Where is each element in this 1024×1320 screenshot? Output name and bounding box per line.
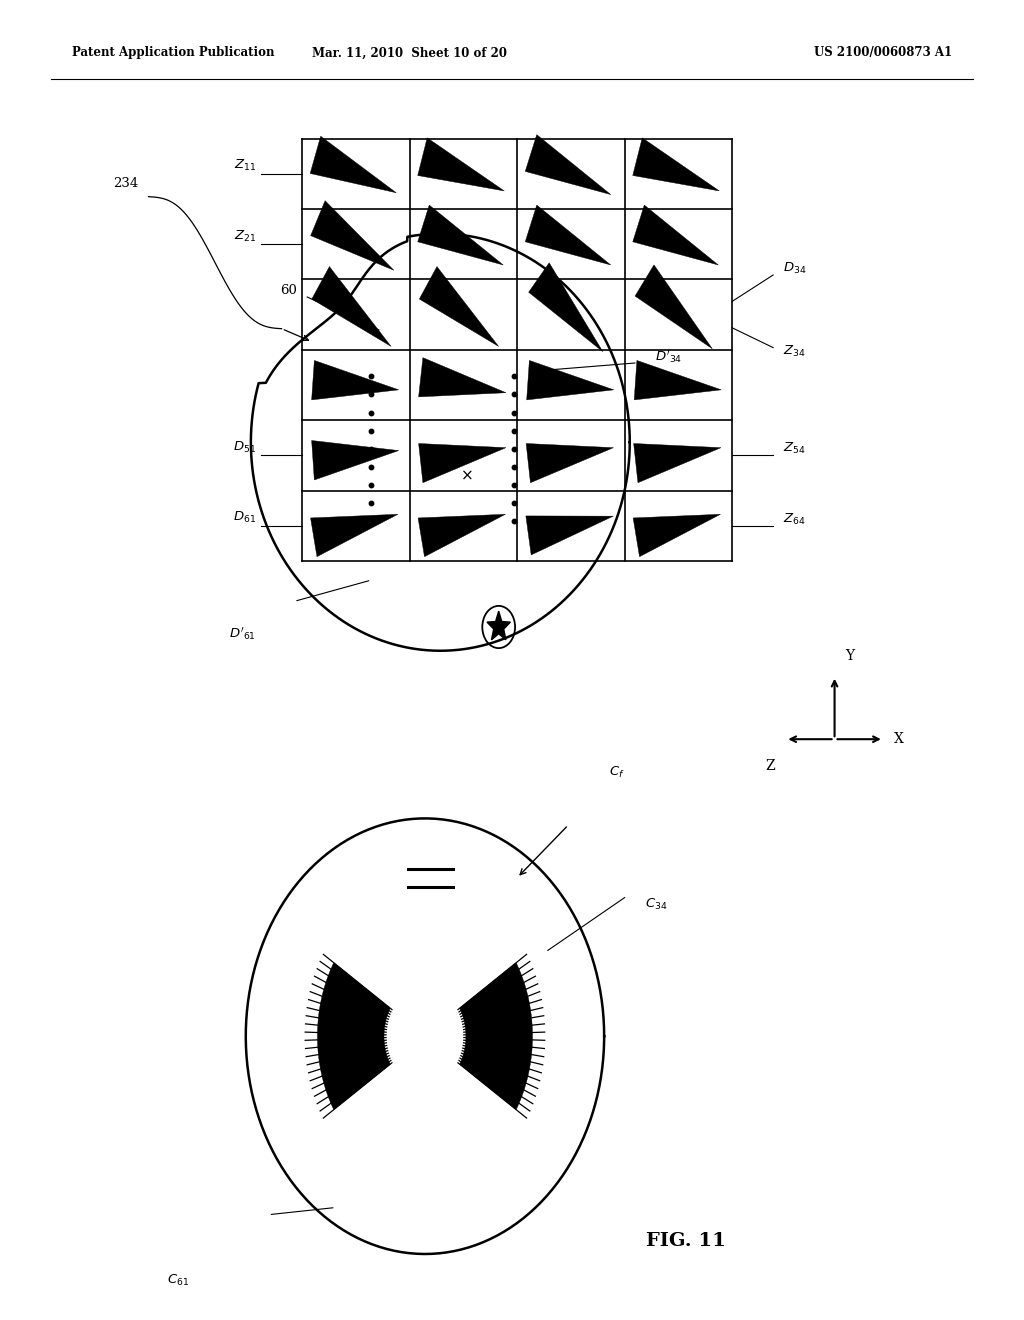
Text: US 2100/0060873 A1: US 2100/0060873 A1 <box>814 46 952 59</box>
Polygon shape <box>418 515 506 557</box>
Text: $D_{34}$: $D_{34}$ <box>783 261 807 276</box>
Polygon shape <box>528 263 603 351</box>
Polygon shape <box>634 360 721 400</box>
Polygon shape <box>634 444 721 483</box>
Text: Z: Z <box>766 759 775 774</box>
Text: $Z_{34}$: $Z_{34}$ <box>783 345 806 359</box>
Text: $Z_{11}$: $Z_{11}$ <box>233 158 256 173</box>
Polygon shape <box>525 205 610 265</box>
Text: $\times$: $\times$ <box>460 467 472 483</box>
Text: $C_{34}$: $C_{34}$ <box>645 896 668 912</box>
Text: $D'_{61}$: $D'_{61}$ <box>229 626 256 642</box>
Text: Patent Application Publication: Patent Application Publication <box>72 46 274 59</box>
Text: $D'_{34}$: $D'_{34}$ <box>655 348 683 364</box>
Polygon shape <box>525 135 610 194</box>
Polygon shape <box>633 205 718 265</box>
Polygon shape <box>311 267 391 346</box>
Polygon shape <box>419 358 506 397</box>
Text: $C_{61}$: $C_{61}$ <box>167 1272 189 1288</box>
Text: $Z_{21}$: $Z_{21}$ <box>233 228 256 244</box>
Text: Y: Y <box>845 648 854 663</box>
Text: X: X <box>894 733 904 746</box>
Polygon shape <box>526 360 613 400</box>
Text: Mar. 11, 2010  Sheet 10 of 20: Mar. 11, 2010 Sheet 10 of 20 <box>312 46 507 59</box>
Text: FIG. 11: FIG. 11 <box>646 1232 726 1250</box>
Polygon shape <box>418 205 503 265</box>
Polygon shape <box>487 611 510 640</box>
Text: $Z_{54}$: $Z_{54}$ <box>783 441 806 457</box>
Polygon shape <box>418 137 504 191</box>
Polygon shape <box>311 441 398 480</box>
Text: 60: 60 <box>281 284 297 297</box>
Text: $C_f$: $C_f$ <box>609 764 625 780</box>
Polygon shape <box>310 201 394 271</box>
Text: $Z_{64}$: $Z_{64}$ <box>783 512 806 527</box>
Polygon shape <box>526 444 613 483</box>
Text: $D_{51}$: $D_{51}$ <box>232 440 256 455</box>
Polygon shape <box>633 137 719 191</box>
Polygon shape <box>311 360 398 400</box>
Polygon shape <box>526 516 613 554</box>
Polygon shape <box>317 962 390 1110</box>
Polygon shape <box>310 136 396 193</box>
Text: $D_{61}$: $D_{61}$ <box>232 511 256 525</box>
Text: 234: 234 <box>113 177 138 190</box>
Polygon shape <box>635 265 713 348</box>
Polygon shape <box>310 515 398 557</box>
Polygon shape <box>419 267 499 346</box>
Polygon shape <box>419 444 506 483</box>
Polygon shape <box>633 515 721 557</box>
Polygon shape <box>460 962 532 1110</box>
